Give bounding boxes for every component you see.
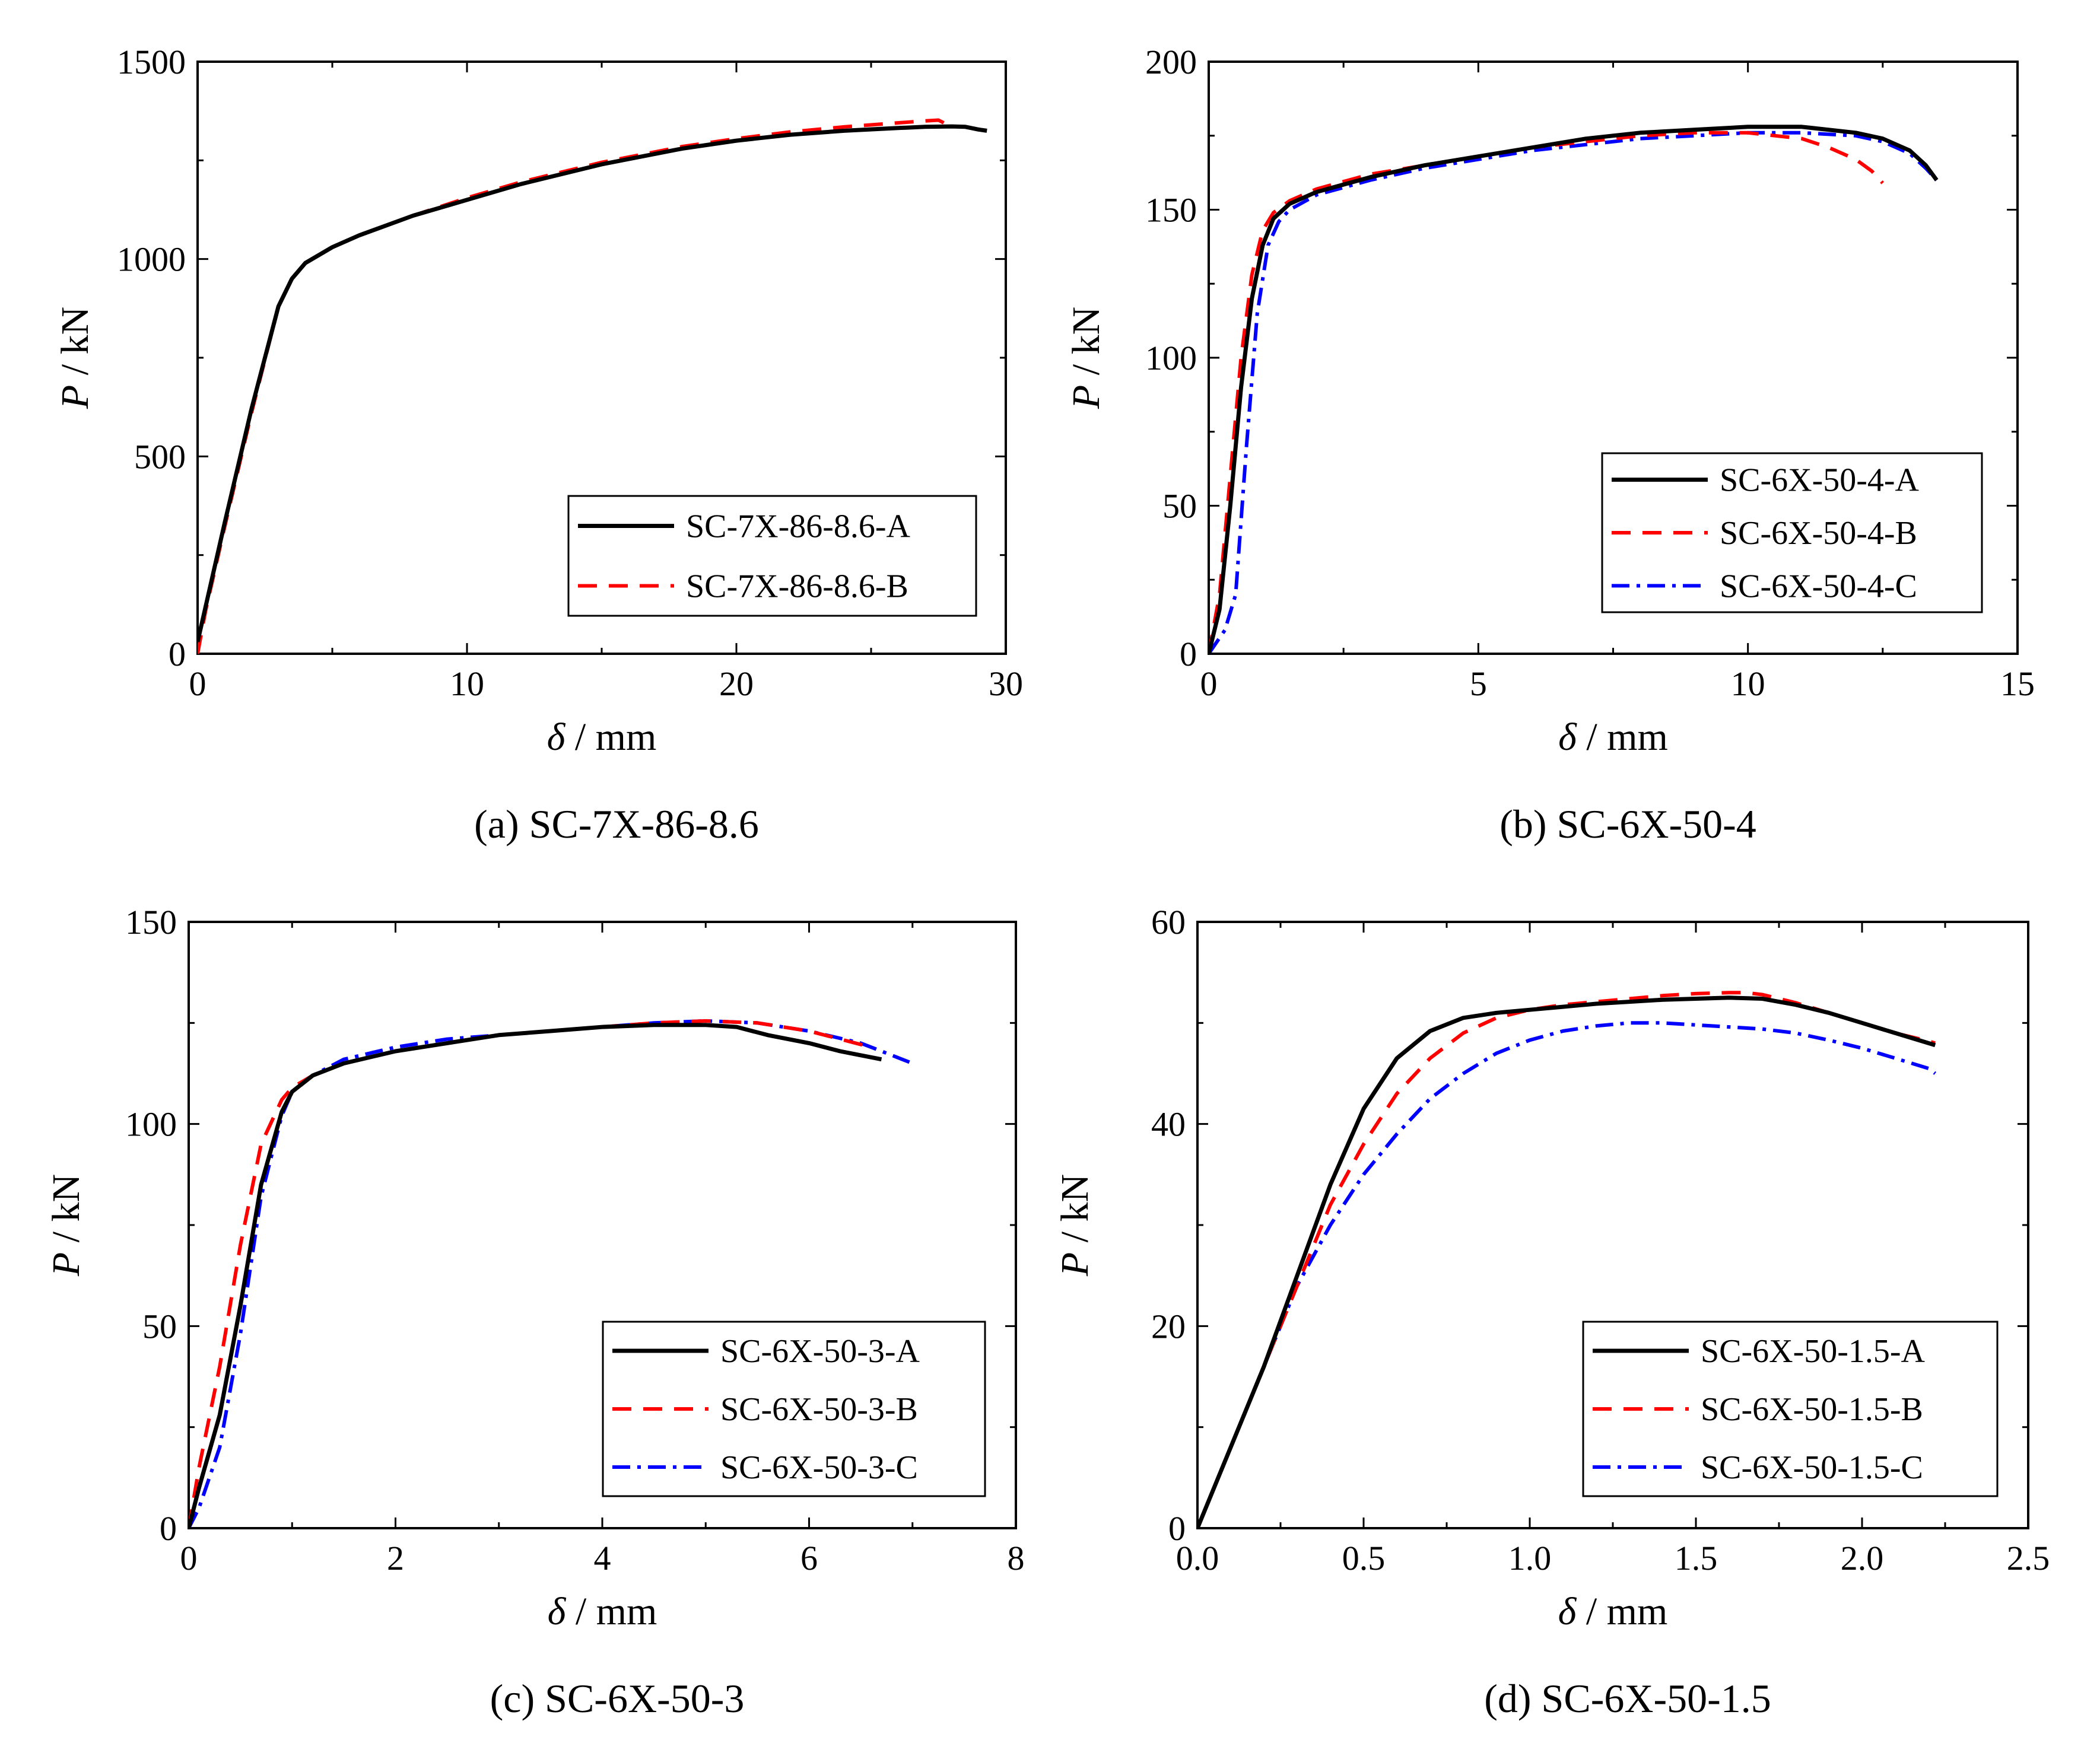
x-tick-labels: 0.0 0.5 1.0 1.5 2.0 2.5 bbox=[1176, 1539, 2050, 1577]
y-axis-label: P / kN bbox=[53, 307, 97, 409]
y-tick-label: 60 bbox=[1151, 903, 1186, 941]
panel-a: 0 10 20 30 0 500 1000 1500 δ / mm P / kN… bbox=[53, 43, 1023, 847]
series-line-SC-6X-50-1.5-A bbox=[1197, 995, 1936, 1528]
panel-caption: (b) SC-6X-50-4 bbox=[1499, 801, 1756, 847]
y-tick-label: 1500 bbox=[117, 43, 186, 81]
x-tick-label: 1.0 bbox=[1508, 1539, 1552, 1577]
tick-marks bbox=[188, 921, 1017, 1529]
x-tick-label: 0 bbox=[189, 664, 206, 703]
y-tick-label: 0 bbox=[1168, 1509, 1186, 1548]
tick-marks bbox=[1208, 61, 2019, 655]
legend-box bbox=[567, 495, 977, 617]
series-line-SC-6X-50-3-A bbox=[189, 1023, 882, 1528]
series-line-SC-7X-86-8.6-A bbox=[198, 124, 987, 642]
x-tick-label: 0 bbox=[1200, 664, 1218, 703]
x-tick-label: 10 bbox=[1731, 664, 1765, 703]
x-tick-labels: 0 10 20 30 bbox=[189, 664, 1024, 703]
x-tick-label: 2.0 bbox=[1841, 1539, 1884, 1577]
y-axis-label: P / kN bbox=[1065, 307, 1108, 409]
y-tick-label: 0 bbox=[1180, 635, 1197, 673]
y-tick-label: 100 bbox=[1145, 339, 1197, 377]
x-tick-label: 1.5 bbox=[1675, 1539, 1718, 1577]
tick-marks bbox=[1196, 921, 2029, 1529]
legend-entry: SC-6X-50-1.5-B bbox=[1701, 1391, 1923, 1428]
x-tick-labels: 0 5 10 15 bbox=[1200, 664, 2035, 703]
legend: SC-7X-86-8.6-A SC-7X-86-8.6-B bbox=[567, 495, 977, 617]
panel-b: 0 5 10 15 0 50 100 150 200 δ / mm P / kN… bbox=[1065, 43, 2035, 847]
x-tick-labels: 0 2 4 6 8 bbox=[180, 1539, 1025, 1577]
legend-entry: SC-6X-50-4-B bbox=[1720, 515, 1917, 552]
x-axis-label: δ / mm bbox=[1558, 1590, 1668, 1633]
x-tick-label: 0.0 bbox=[1176, 1539, 1219, 1577]
y-tick-label: 40 bbox=[1151, 1105, 1186, 1144]
series-line-SC-7X-86-8.6-B bbox=[198, 118, 948, 654]
y-tick-label: 500 bbox=[134, 437, 186, 476]
legend-entry: SC-6X-50-1.5-C bbox=[1701, 1449, 1923, 1486]
y-tick-label: 150 bbox=[1145, 191, 1197, 230]
series-lines bbox=[198, 118, 987, 654]
series-line-SC-6X-50-4-A bbox=[1209, 125, 1939, 654]
y-tick-labels: 0 50 100 150 bbox=[125, 903, 177, 1548]
series-line-SC-6X-50-4-C bbox=[1209, 131, 1938, 654]
legend-entry: SC-6X-50-4-A bbox=[1720, 462, 1920, 499]
x-tick-label: 15 bbox=[2000, 664, 2035, 703]
x-axis-label: δ / mm bbox=[548, 1590, 657, 1633]
y-tick-label: 50 bbox=[142, 1307, 177, 1345]
legend-entry: SC-6X-50-3-A bbox=[720, 1333, 920, 1370]
series-lines bbox=[189, 1019, 913, 1528]
y-tick-labels: 0 500 1000 1500 bbox=[117, 43, 186, 673]
x-axis-label: δ / mm bbox=[547, 715, 657, 759]
x-tick-label: 10 bbox=[450, 664, 484, 703]
y-tick-label: 50 bbox=[1162, 487, 1197, 526]
series-line-SC-6X-50-1.5-C bbox=[1197, 1021, 1937, 1528]
y-tick-labels: 0 20 40 60 bbox=[1151, 903, 1186, 1548]
legend-entry: SC-6X-50-1.5-A bbox=[1701, 1333, 1926, 1370]
y-tick-label: 0 bbox=[160, 1509, 177, 1548]
panel-c: 0 2 4 6 8 0 50 100 150 δ / mm P / kN SC-… bbox=[45, 903, 1025, 1721]
legend-entry: SC-7X-86-8.6-A bbox=[686, 508, 911, 545]
y-tick-label: 200 bbox=[1145, 43, 1197, 81]
panel-caption: (d) SC-6X-50-1.5 bbox=[1484, 1676, 1771, 1721]
legend: SC-6X-50-1.5-A SC-6X-50-1.5-B SC-6X-50-1… bbox=[1582, 1321, 1999, 1497]
legend-entry: SC-7X-86-8.6-B bbox=[686, 568, 908, 605]
legend-entry: SC-6X-50-3-B bbox=[720, 1391, 918, 1428]
x-tick-label: 4 bbox=[594, 1539, 611, 1577]
x-tick-label: 5 bbox=[1470, 664, 1487, 703]
panel-caption: (a) SC-7X-86-8.6 bbox=[474, 801, 759, 847]
series-lines bbox=[1197, 991, 1937, 1528]
x-tick-label: 20 bbox=[719, 664, 754, 703]
y-tick-labels: 0 50 100 150 200 bbox=[1145, 43, 1197, 673]
x-tick-label: 2 bbox=[387, 1539, 404, 1577]
x-tick-label: 30 bbox=[989, 664, 1023, 703]
y-tick-label: 0 bbox=[169, 635, 186, 673]
y-tick-label: 150 bbox=[125, 903, 177, 941]
x-tick-label: 6 bbox=[800, 1539, 818, 1577]
legend: SC-6X-50-4-A SC-6X-50-4-B SC-6X-50-4-C bbox=[1601, 452, 1983, 613]
y-tick-label: 100 bbox=[125, 1105, 177, 1144]
panel-caption: (c) SC-6X-50-3 bbox=[490, 1676, 745, 1721]
y-tick-label: 20 bbox=[1151, 1307, 1186, 1345]
legend: SC-6X-50-3-A SC-6X-50-3-B SC-6X-50-3-C bbox=[602, 1321, 986, 1497]
y-axis-label: P / kN bbox=[45, 1174, 88, 1277]
legend-entry: SC-6X-50-4-C bbox=[1720, 568, 1917, 605]
x-tick-label: 8 bbox=[1008, 1539, 1025, 1577]
x-tick-label: 2.5 bbox=[2007, 1539, 2050, 1577]
x-tick-label: 0.5 bbox=[1342, 1539, 1386, 1577]
x-tick-label: 0 bbox=[180, 1539, 198, 1577]
legend-entry: SC-6X-50-3-C bbox=[720, 1449, 918, 1486]
y-axis-label: P / kN bbox=[1053, 1174, 1097, 1277]
y-tick-label: 1000 bbox=[117, 240, 186, 279]
series-lines bbox=[1209, 125, 1939, 654]
panel-d: 0.0 0.5 1.0 1.5 2.0 2.5 0 20 40 60 δ / m… bbox=[1053, 903, 2050, 1721]
x-axis-label: δ / mm bbox=[1558, 715, 1668, 759]
